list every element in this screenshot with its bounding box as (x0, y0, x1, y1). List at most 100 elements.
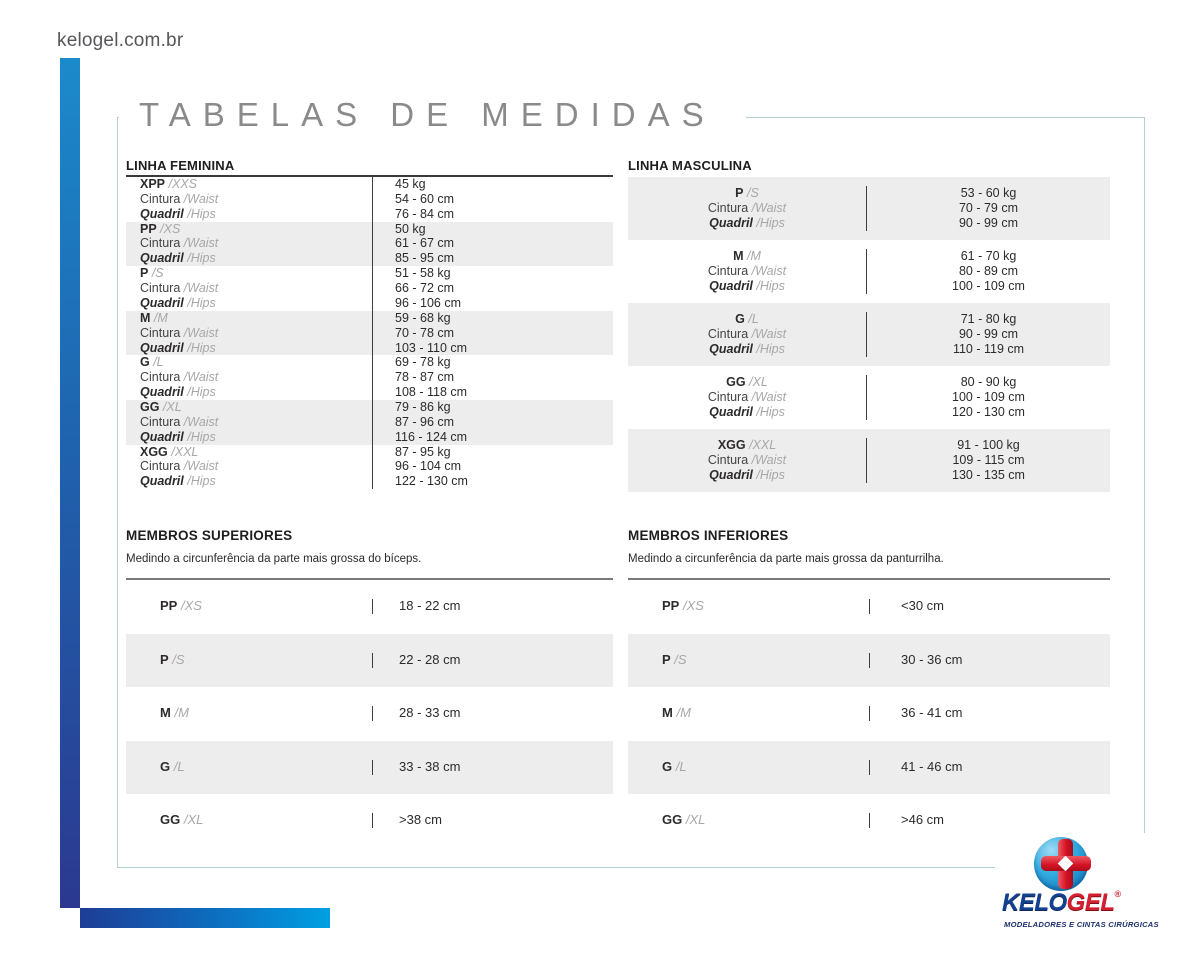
table-cell-line: Cintura /Waist (140, 281, 372, 296)
cell-text-alt: /Waist (180, 191, 219, 206)
value-cell: 69 - 78 kg 78 - 87 cm 108 - 118 cm (372, 355, 613, 401)
value-cell: 80 - 90 kg 100 - 109 cm 120 - 130 cm (866, 375, 1110, 420)
table-cell-line: 69 - 78 kg (395, 355, 613, 370)
size-cell: GG /XL (126, 812, 372, 828)
table-row: G /L Cintura /Waist Quadril /Hips 71 - 80 k… (628, 303, 1110, 366)
table-row: M /M Cintura /Waist Quadril /Hips 59 - 68 k… (126, 310, 613, 356)
table-cell-line: G /L (628, 312, 866, 327)
cell-text: Quadril (140, 429, 184, 444)
table-rows-inferiores: PP /XS <30 cm P /S 30 - 36 cm M /M 36 - 41 cm… (628, 578, 1110, 848)
cell-text-alt: /XS (679, 598, 704, 614)
table-cell-line: 50 kg (395, 222, 613, 237)
table-cell-line: 53 - 60 kg (867, 186, 1110, 201)
cell-text: 45 kg (395, 176, 426, 191)
table-cell-line: 109 - 115 cm (867, 453, 1110, 468)
table-cell-line: 108 - 118 cm (395, 385, 613, 400)
table-cell-line: >46 cm (901, 812, 1110, 828)
table-cell-line: 122 - 130 cm (395, 474, 613, 489)
cell-text: 53 - 60 kg (960, 186, 1017, 201)
cell-text: 91 - 100 kg (957, 438, 1020, 453)
cell-text: G (140, 355, 150, 370)
size-cell: XPP /XXS Cintura /Waist Quadril /Hips (126, 177, 372, 222)
cell-text: 100 - 109 cm (952, 278, 1025, 293)
table-cell-line: 76 - 84 cm (395, 207, 613, 222)
table-cell-line: PP /XS (160, 598, 372, 614)
table-cell-line: Cintura /Waist (628, 264, 866, 279)
table-linha-masculina: LINHA MASCULINA P /S Cintura /Waist Quadri… (628, 158, 1110, 492)
value-cell: 18 - 22 cm (372, 598, 613, 615)
cell-text-alt: /Hips (752, 341, 785, 356)
cell-text-alt: /Waist (180, 459, 219, 474)
table-cell-line: Quadril /Hips (140, 385, 372, 400)
cell-text-alt: /Hips (183, 295, 216, 310)
table-cell-line: Quadril /Hips (628, 405, 866, 420)
size-cell: PP /XS (628, 598, 869, 614)
page-title: TABELAS DE MEDIDAS (119, 94, 746, 140)
value-cell: <30 cm (869, 598, 1110, 615)
table-subtitle-superiores: Medindo a circunferência da parte mais g… (126, 553, 422, 565)
size-cell: PP /XS (126, 598, 372, 614)
table-heading-superiores: MEMBROS SUPERIORES (126, 528, 293, 543)
table-cell-line: Quadril /Hips (628, 342, 866, 357)
cell-text-alt: /Hips (752, 404, 785, 419)
cell-text: >38 cm (399, 812, 442, 828)
table-row: P /S 30 - 36 cm (628, 633, 1110, 687)
table-row: M /M 28 - 33 cm (126, 687, 613, 741)
table-cell-line: PP /XS (662, 598, 869, 614)
table-cell-line: Quadril /Hips (628, 468, 866, 483)
cell-text: 71 - 80 kg (960, 312, 1017, 327)
size-cell: P /S Cintura /Waist Quadril /Hips (126, 266, 372, 311)
cell-text-alt: /Waist (180, 414, 219, 429)
cell-text-alt: /M (170, 705, 189, 721)
table-row: PP /XS <30 cm (628, 580, 1110, 634)
table-heading-masculina: LINHA MASCULINA (628, 158, 752, 173)
table-row: XGG /XXL Cintura /Waist Quadril /Hips 91 - … (628, 429, 1110, 492)
cell-text-alt: /XS (177, 598, 202, 614)
table-cell-line: >38 cm (399, 812, 613, 828)
table-cell-line: GG /XL (140, 400, 372, 415)
table-cell-line: 61 - 67 cm (395, 236, 613, 251)
table-cell-line: XPP /XXS (140, 177, 372, 192)
cell-text-alt: /Hips (183, 385, 216, 400)
table-cell-line: 130 - 135 cm (867, 468, 1110, 483)
cell-text: 116 - 124 cm (395, 429, 468, 444)
cell-text: 96 - 104 cm (395, 459, 462, 474)
cell-text-alt: /L (170, 758, 185, 774)
table-subtitle-inferiores: Medindo a circunferência da parte mais g… (628, 553, 944, 565)
table-cell-line: Quadril /Hips (140, 341, 372, 356)
table-rows-feminina: XPP /XXS Cintura /Waist Quadril /Hips 45 kg… (126, 175, 613, 490)
table-cell-line: 70 - 78 cm (395, 326, 613, 341)
left-accent-bar (60, 58, 80, 908)
table-cell-line: M /M (160, 705, 372, 721)
cell-text-alt: /Waist (180, 370, 219, 385)
table-cell-line: 45 kg (395, 177, 613, 192)
cell-text: Quadril (709, 404, 753, 419)
table-cell-line: Cintura /Waist (628, 453, 866, 468)
cell-text-alt: /XL (180, 812, 204, 828)
cell-text: 66 - 72 cm (395, 281, 455, 296)
table-cell-line: 70 - 79 cm (867, 201, 1110, 216)
table-cell-line: Cintura /Waist (140, 370, 372, 385)
table-cell-line: 78 - 87 cm (395, 370, 613, 385)
cell-text-alt: /M (743, 249, 761, 264)
table-cell-line: Cintura /Waist (628, 390, 866, 405)
table-cell-line: M /M (628, 249, 866, 264)
table-cell-line: 120 - 130 cm (867, 405, 1110, 420)
table-cell-line: 33 - 38 cm (399, 759, 613, 775)
table-row: GG /XL >38 cm (126, 794, 613, 848)
table-cell-line: 96 - 104 cm (395, 459, 613, 474)
cell-text: 87 - 96 cm (395, 414, 455, 429)
site-url: kelogel.com.br (57, 30, 184, 51)
table-cell-line: <30 cm (901, 598, 1110, 614)
table-cell-line: 30 - 36 cm (901, 652, 1110, 668)
cell-text: Cintura (140, 236, 181, 251)
value-cell: 59 - 68 kg 70 - 78 cm 103 - 110 cm (372, 310, 613, 356)
table-heading-feminina: LINHA FEMININA (126, 158, 235, 173)
cell-text: 80 - 90 kg (960, 375, 1017, 390)
cell-text: 78 - 87 cm (395, 370, 455, 385)
table-linha-feminina: LINHA FEMININA XPP /XXS Cintura /Waist Qua… (126, 158, 613, 490)
size-cell: G /L (628, 759, 869, 775)
value-cell: 22 - 28 cm (372, 652, 613, 668)
cell-text-alt: /M (150, 310, 168, 325)
table-cell-line: XGG /XXL (628, 438, 866, 453)
